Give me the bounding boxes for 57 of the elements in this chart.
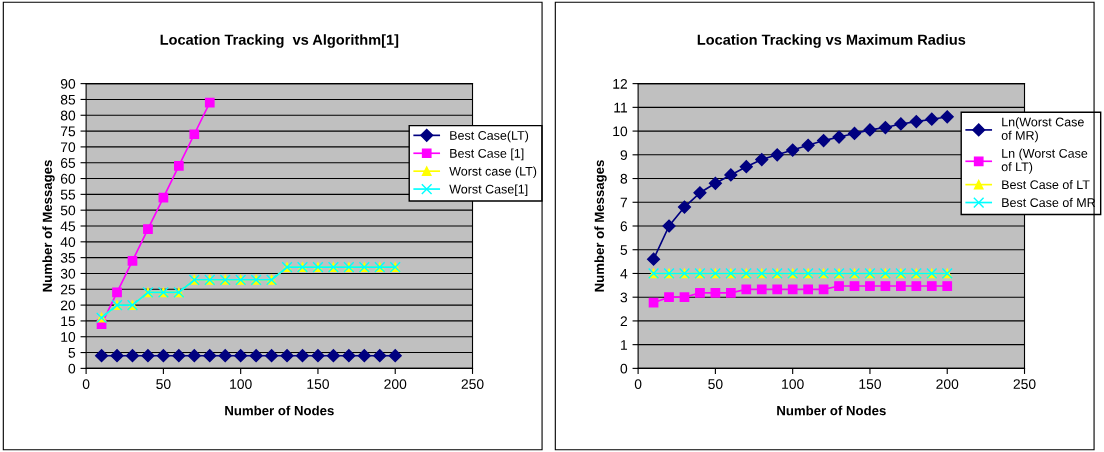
y-tick-label: 40 bbox=[60, 237, 76, 247]
x-tick-label: 50 bbox=[156, 379, 171, 389]
y-tick-label: 6 bbox=[620, 221, 628, 232]
y-tick-label: 10 bbox=[61, 332, 76, 342]
y-tick-label: 11 bbox=[614, 102, 628, 113]
y-tick-label: 70 bbox=[60, 142, 76, 153]
chart-title: Location Tracking vs Algorithm[1] bbox=[160, 34, 399, 48]
y-tick-label: 12 bbox=[613, 78, 627, 89]
y-tick-label: 10 bbox=[613, 126, 628, 137]
legend-label: Worst case (LT) bbox=[449, 166, 537, 179]
y-tick-label: 2 bbox=[620, 316, 627, 326]
x-tick-label: 150 bbox=[307, 379, 329, 389]
legend-label: Best Case [1] bbox=[450, 148, 524, 161]
y-tick-label: 1 bbox=[621, 340, 628, 350]
y-tick-label: 50 bbox=[60, 205, 76, 216]
y-tick-label: 85 bbox=[60, 94, 76, 105]
y-axis-title: Number of Messages bbox=[594, 160, 607, 292]
x-tick-label: 0 bbox=[82, 379, 90, 389]
y-tick-label: 0 bbox=[620, 363, 628, 374]
x-tick-label: 100 bbox=[230, 379, 252, 389]
x-tick-label: 200 bbox=[384, 379, 407, 389]
y-tick-label: 7 bbox=[620, 197, 627, 208]
y-tick-label: 65 bbox=[60, 158, 76, 168]
x-tick-label: 100 bbox=[782, 379, 804, 389]
y-tick-label: 15 bbox=[61, 316, 76, 327]
y-tick-label: 30 bbox=[60, 268, 76, 279]
y-tick-label: 9 bbox=[620, 150, 628, 160]
y-tick-label: 20 bbox=[60, 300, 76, 311]
x-tick-label: 0 bbox=[634, 379, 642, 389]
y-axis-title: Number of Messages bbox=[42, 160, 55, 292]
x-tick-label: 250 bbox=[461, 379, 484, 389]
y-tick-label: 0 bbox=[68, 363, 76, 374]
x-tick-label: 250 bbox=[1013, 379, 1036, 389]
chart-title: Location Tracking vs Maximum Radius bbox=[697, 34, 966, 48]
y-tick-label: 35 bbox=[60, 252, 76, 263]
y-tick-label: 5 bbox=[620, 245, 628, 255]
y-tick-label: 5 bbox=[68, 348, 76, 358]
legend-label: Worst Case[1] bbox=[449, 184, 528, 197]
y-tick-label: 4 bbox=[620, 268, 628, 279]
y-tick-label: 60 bbox=[60, 173, 76, 184]
legend-label: Ln(Worst Case of MR) bbox=[1001, 117, 1084, 143]
x-tick-label: 200 bbox=[936, 379, 959, 389]
y-tick-label: 75 bbox=[60, 126, 76, 137]
x-axis-title: Number of Nodes bbox=[225, 405, 334, 416]
y-tick-label: 3 bbox=[620, 292, 628, 303]
legend-label: Ln (Worst Case of LT) bbox=[1001, 148, 1088, 174]
y-tick-label: 8 bbox=[620, 173, 628, 184]
x-tick-label: 50 bbox=[708, 379, 723, 389]
y-tick-label: 80 bbox=[60, 110, 76, 121]
y-tick-label: 90 bbox=[60, 78, 76, 89]
y-tick-label: 45 bbox=[60, 221, 76, 232]
y-tick-label: 25 bbox=[60, 284, 76, 295]
y-tick-label: 55 bbox=[60, 189, 76, 200]
x-tick-label: 150 bbox=[859, 379, 881, 389]
legend-label: Best Case(LT) bbox=[450, 130, 529, 143]
legend-label: Best Case of LT bbox=[1002, 179, 1090, 190]
x-axis-title: Number of Nodes bbox=[777, 405, 886, 416]
